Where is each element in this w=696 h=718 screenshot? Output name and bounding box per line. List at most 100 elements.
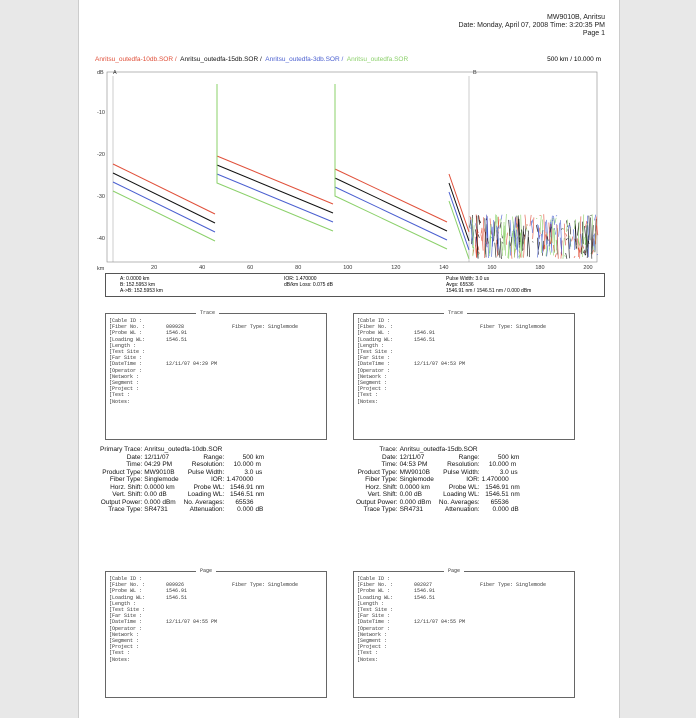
field-value: 12/11/07 04:55 PM	[414, 619, 465, 625]
detail-row: Horz. Shift: 0.0000 km Probe WL: 1546.91 nm	[99, 484, 268, 492]
field-value: 12/11/07 04:55 PM	[166, 619, 217, 625]
detail-cell: MW9010B	[399, 469, 438, 477]
trace-info-box-3: Page [Cable ID : [Fiber No. : [Probe WL :[…	[105, 571, 327, 698]
detail-cell: us	[254, 469, 268, 477]
detail-row: Fiber Type: Singlemode IOR: 1.470000	[355, 476, 524, 484]
detail-cell: 65536	[225, 499, 254, 507]
report-page: MW9010B, Anritsu Date: Monday, April 07,…	[78, 0, 620, 718]
detail-cell: 0.000	[225, 506, 254, 514]
field-label: [Loading WL:	[109, 595, 145, 601]
legend-trace-2: Anritsu_outedfa-15db.SOR /	[180, 56, 262, 63]
box-title: Trace	[196, 310, 219, 316]
detail-cell	[254, 499, 268, 507]
loss-value: dB/km Loss: 0.075 dB	[284, 282, 333, 288]
detail-cell: Horz. Shift:	[99, 484, 143, 492]
detail-cell: 0.00 dB	[399, 491, 438, 499]
detail-cell: IOR:	[183, 476, 226, 484]
detail-cell: 10.000	[481, 461, 510, 469]
detail-cell: nm	[254, 484, 268, 492]
detail-cell: Vert. Shift:	[99, 491, 143, 499]
detail-cell: 0.000 dBm	[399, 499, 438, 507]
date-label: Date: Monday, April 07, 2008 Time: 3:20:…	[458, 22, 605, 30]
detail-cell: Date:	[355, 454, 399, 462]
detail-cell	[254, 476, 268, 484]
detail-cell: 3.0	[481, 469, 510, 477]
x-tick-label: 160	[487, 265, 496, 271]
detail-cell: SR4731	[399, 506, 438, 514]
detail-cell: Singlemode	[399, 476, 438, 484]
x-axis-label: km	[97, 266, 105, 272]
field-label: [Operator :	[357, 626, 393, 632]
detail-cell: 1.470000	[481, 476, 510, 484]
detail-cell: 1546.91	[225, 484, 254, 492]
detail-row: Fiber Type: Singlemode IOR: 1.470000	[99, 476, 268, 484]
field-label: [Operator :	[109, 368, 145, 374]
scale-label: 500 km / 10.000 m	[547, 56, 601, 63]
field-value: 12/11/07 04:53 PM	[414, 361, 465, 367]
detail-cell: dB	[254, 506, 268, 514]
x-tick-label: 200	[583, 265, 592, 271]
field-label: [Loading WL:	[357, 595, 393, 601]
trace-info-box-1: Trace [Cable ID : [Fiber No. : [Probe WL :…	[105, 313, 327, 440]
y-tick-label: -30	[97, 194, 105, 200]
detail-cell: Pulse Width:	[183, 469, 226, 477]
detail-cell: nm	[510, 484, 524, 492]
detail-cell: 0.00 dB	[143, 491, 182, 499]
detail-cell: Horz. Shift:	[355, 484, 399, 492]
detail-row: Trace Type: SR4731 Attenuation: 0.000 dB	[355, 506, 524, 514]
detail-cell: No. Averages:	[183, 499, 226, 507]
field-label: [DateTime :	[109, 361, 145, 367]
x-tick-label: 120	[391, 265, 400, 271]
box-title: Page	[196, 568, 216, 574]
fiber-type-label: Fiber Type: Singlemode	[232, 324, 298, 330]
ior-values: IOR: 1.470000 dB/km Loss: 0.075 dB	[284, 276, 333, 288]
x-tick-label: 140	[439, 265, 448, 271]
detail-cell: No. Averages:	[438, 499, 481, 507]
field-label: [Probe WL :	[109, 330, 145, 336]
detail-cell: Singlemode	[143, 476, 182, 484]
detail-cell: m	[254, 461, 268, 469]
detail-cell: km	[510, 454, 524, 462]
detail-cell: 1546.91	[481, 484, 510, 492]
detail-row: Product Type: MW9010B Pulse Width: 3.0 us	[355, 469, 524, 477]
detail-cell: Attenuation:	[438, 506, 481, 514]
marker-values: A: 0.0000 km B: 152.5953 km A->B: 152.59…	[120, 276, 163, 294]
detail-cell: Output Power:	[355, 499, 399, 507]
detail-row: Time: 04:29 PM Resolution: 10.000 m	[99, 461, 268, 469]
legend-trace-3: Anritsu_outedfa-3db.SOR /	[265, 56, 343, 63]
detail-cell: dB	[510, 506, 524, 514]
trace-title-value: Anritsu_outedfa-10db.SOR	[143, 446, 268, 454]
field-label: [Probe WL :	[357, 330, 393, 336]
detail-cell: Trace Type:	[355, 506, 399, 514]
field-label: [Operator :	[357, 368, 393, 374]
detail-row: Product Type: MW9010B Pulse Width: 3.0 us	[99, 469, 268, 477]
detail-row: Time: 04:53 PM Resolution: 10.000 m	[355, 461, 524, 469]
detail-cell: Vert. Shift:	[355, 491, 399, 499]
y-tick-label: -20	[97, 152, 105, 158]
field-value	[166, 657, 217, 663]
detail-cell: us	[510, 469, 524, 477]
box-title: Page	[444, 568, 464, 574]
legend-trace-1: Anritsu_outedfa-10db.SOR /	[95, 56, 177, 63]
detail-cell: 1546.51	[481, 491, 510, 499]
field-label: [Loading WL:	[357, 337, 393, 343]
detail-cell: 0.0000 km	[143, 484, 182, 492]
field-label: [Notes:	[109, 657, 145, 663]
detail-row: Trace Type: SR4731 Attenuation: 0.000 dB	[99, 506, 268, 514]
detail-cell: Time:	[355, 461, 399, 469]
detail-cell: IOR:	[438, 476, 481, 484]
x-tick-label: 40	[199, 265, 205, 271]
page-number: Page 1	[458, 30, 605, 38]
secondary-trace-details: Trace: Anritsu_outedfa-15db.SOR Date: 12/11…	[355, 446, 524, 514]
detail-cell: Range:	[183, 454, 226, 462]
detail-cell: Time:	[99, 461, 143, 469]
detail-cell: 3.0	[225, 469, 254, 477]
detail-row: Horz. Shift: 0.0000 km Probe WL: 1546.91 nm	[355, 484, 524, 492]
field-value: 12/11/07 04:29 PM	[166, 361, 217, 367]
field-label: [DateTime :	[109, 619, 145, 625]
field-label: [Operator :	[109, 626, 145, 632]
detail-cell: 0.000 dBm	[143, 499, 182, 507]
x-tick-label: 180	[535, 265, 544, 271]
detail-cell: Fiber Type:	[355, 476, 399, 484]
y-axis-label: dB	[97, 70, 104, 76]
